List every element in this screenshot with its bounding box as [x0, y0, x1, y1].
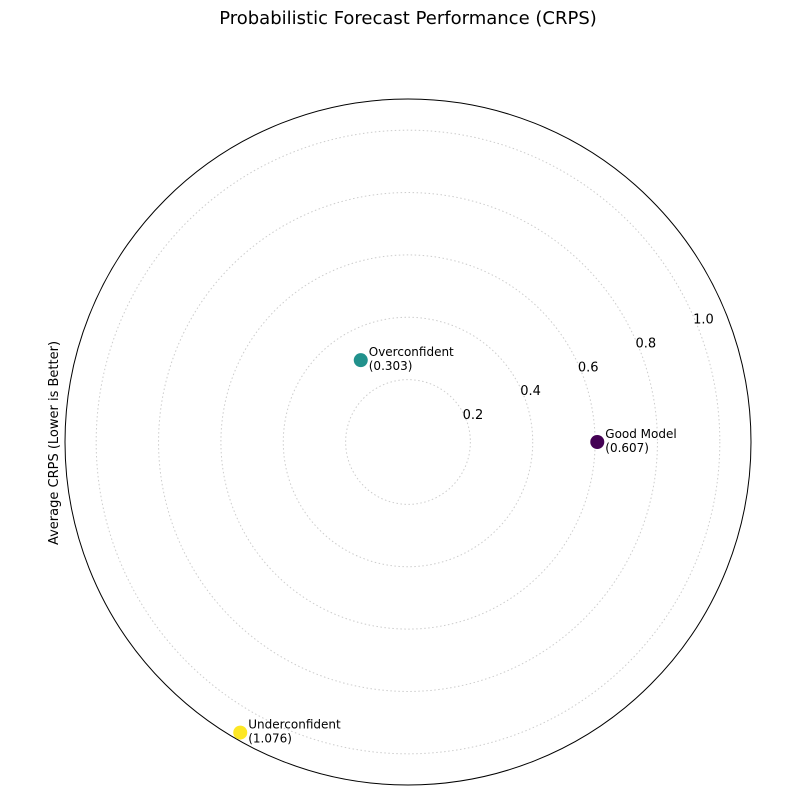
data-points: Good Model(0.607) Overconfident(0.303) Und… — [233, 345, 677, 746]
r-tick-label: 0.4 — [520, 384, 541, 399]
point-label: Good Model — [605, 427, 676, 441]
radial-tick-labels: 0.2 0.4 0.6 0.8 1.0 — [463, 313, 714, 423]
data-point — [353, 353, 368, 368]
point-value-label: (0.303) — [369, 359, 413, 373]
r-tick-label: 1.0 — [693, 313, 714, 328]
chart-title: Probabilistic Forecast Performance (CRPS… — [219, 8, 597, 29]
grid-ring — [158, 192, 658, 692]
grid-ring — [220, 254, 596, 630]
data-point — [233, 725, 248, 740]
r-tick-label: 0.2 — [463, 408, 484, 423]
y-axis-label: Average CRPS (Lower is Better) — [47, 341, 62, 545]
point-label: Overconfident — [369, 345, 454, 359]
r-tick-label: 0.6 — [578, 360, 599, 375]
plot-boundary — [64, 98, 752, 786]
r-tick-label: 0.8 — [636, 336, 657, 351]
point-label: Underconfident — [248, 718, 341, 732]
grid-ring — [282, 316, 534, 568]
point-value-label: (1.076) — [248, 732, 292, 746]
point-value-label: (0.607) — [605, 441, 649, 455]
grid-ring — [345, 379, 471, 505]
data-point — [590, 435, 605, 449]
grid-ring — [95, 129, 721, 755]
